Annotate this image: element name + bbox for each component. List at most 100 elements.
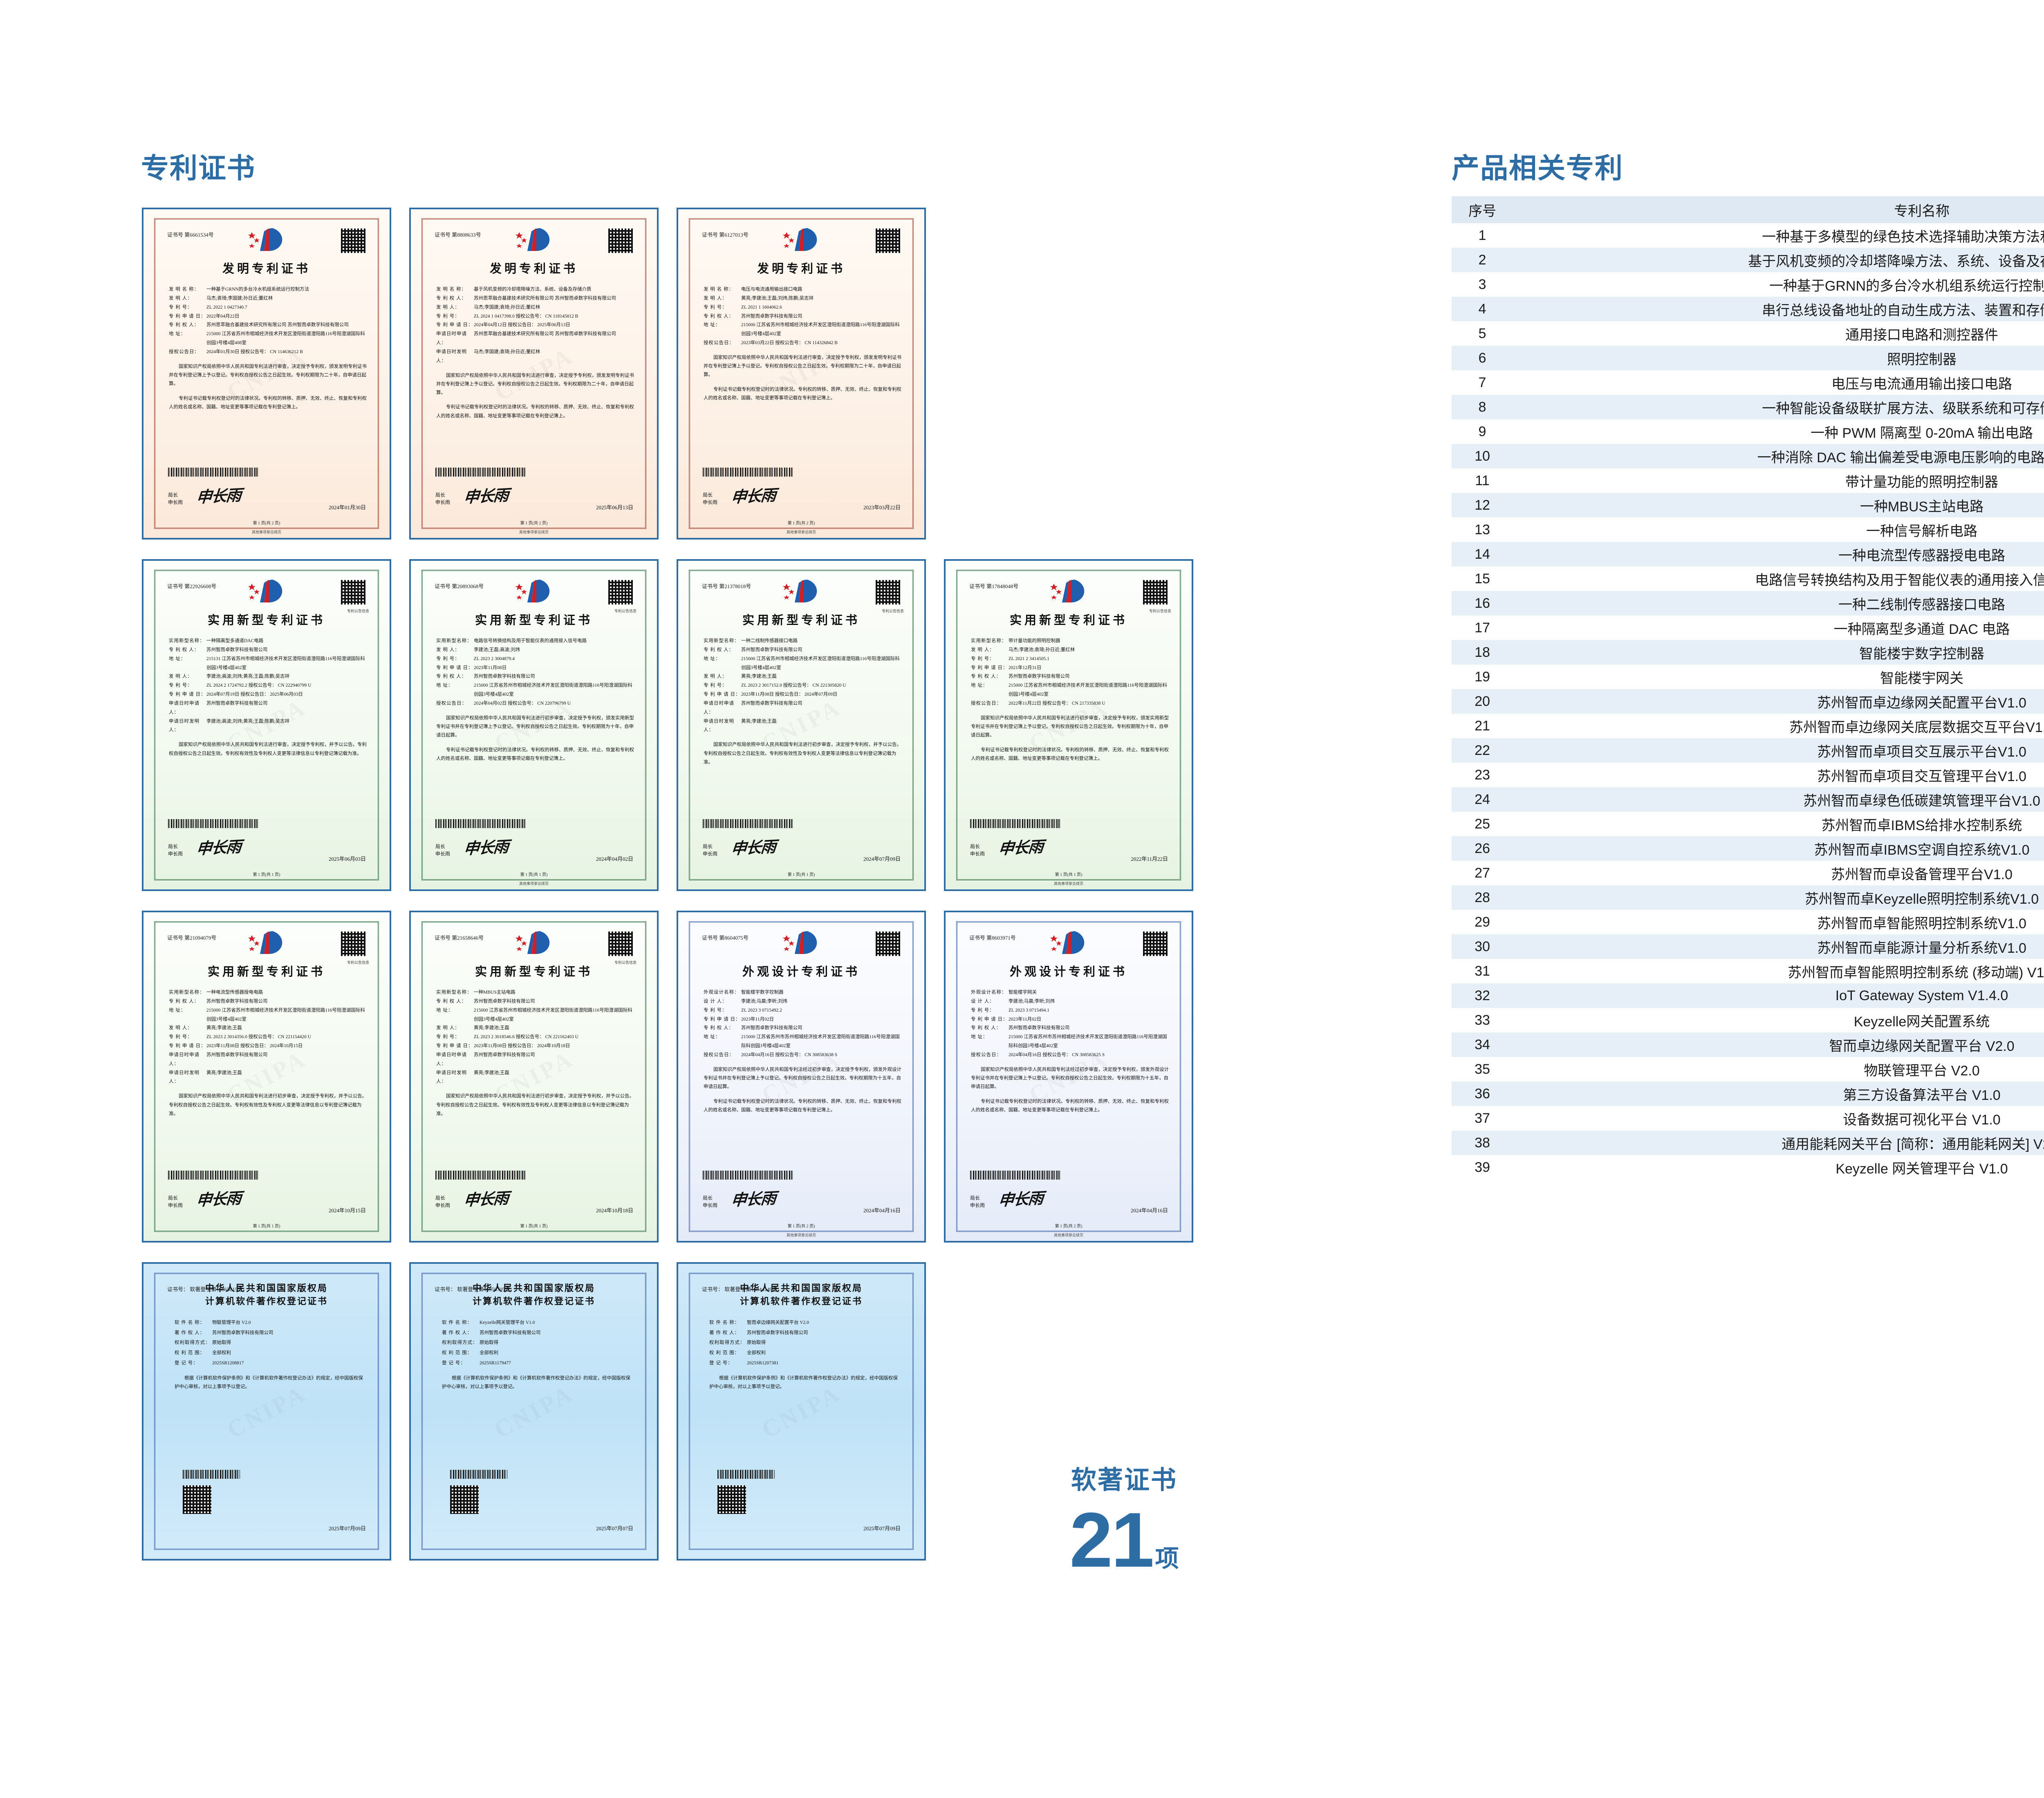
field-value: 苏州智而卓数字科技有限公司 (741, 313, 802, 319)
certificate-field: 外观设计名称： 智能楼宇网关 (971, 988, 1169, 997)
certificate-thumbnail[interactable]: CNIPA 证书号 第8603971号 外观设计专利证书 外观设计名称： 智能楼宇网关设… (944, 911, 1193, 1243)
certificate-thumbnail[interactable]: CNIPA 证书号 第6661534号 发明专利证书发 明 名 称： 一种基于GRNN… (142, 208, 391, 540)
certificate-paragraph: 国家知识产权局依照中华人民共和国专利法进行审查，决定授予专利权，颁发发明专利证书… (436, 373, 634, 396)
certificate-field: 登 记 号： 2025SR1207381 (709, 1358, 898, 1368)
signature-block: 局长 申长雨 申长雨 (970, 835, 1044, 858)
certificate-thumbnail[interactable]: CNIPA 证书号 第21658646号 专利公告信息 实用新型专利证书 实用新型名称：… (409, 911, 659, 1243)
certificate-body: 实用新型名称： 一种MBUS主站电路专 利 权 人： 苏州智而卓数字科技有限公司地 … (436, 988, 634, 1118)
patent-index: 36 (1475, 1086, 1490, 1102)
field-value: 李建池;马晨;李昕;刘炜 (741, 999, 788, 1004)
certificate-field: 专 利 号： ZL 2024 2 1724792.2 授权公告号： CN 2229… (169, 681, 367, 690)
issue-date: 2022年11月22日 (1131, 856, 1168, 862)
certificate-field: 发 明 名 称： 电压与电流通用输出接口电路 (704, 285, 901, 294)
patent-name: 物联管理平台 V2.0 (1864, 1063, 1980, 1079)
director-signature: 申长雨 (463, 838, 509, 858)
certificate-field: 发 明 人： 李建池;高波;刘炜;黄亮;王磊;陈鹏;吴志祥 (169, 672, 367, 681)
patent-index: 27 (1475, 865, 1490, 881)
certificate-thumbnail[interactable]: CNIPA 证书号： 软著登字第15844149号 中华人民共和国国家版权局 计算机软… (677, 1262, 926, 1561)
field-label: 发 明 名 称： (704, 287, 734, 292)
patent-index: 20 (1475, 693, 1490, 709)
field-value: 李建池;王磊;高波;刘炜 (474, 647, 520, 652)
certificate-thumbnail[interactable]: CNIPA 证书号： 软著登字第15865015号 中华人民共和国国家版权局 计算机软… (142, 1262, 391, 1561)
certificate-paragraph: 国家知识产权局依照中华人民共和国专利法进行初步审查，决定授予专利权，颁发实用新型… (436, 715, 634, 738)
certificate-title: 实用新型专利证书 (475, 614, 593, 627)
patent-name: IoT Gateway System V1.4.0 (1835, 987, 2008, 1003)
field-label: 专 利 申 请 日： (971, 1017, 1008, 1022)
qr-code-icon (340, 579, 367, 606)
certificate-field: 专 利 号： ZL 2023 2 3018546.6 授权公告号： CN 2211… (436, 1033, 634, 1042)
certificate-title: 发明专利证书 (489, 262, 578, 275)
cnipa-logo-icon (783, 580, 817, 602)
certificate-thumbnail[interactable]: CNIPA 证书号 第21094079号 专利公告信息 实用新型专利证书 实用新型名称：… (142, 911, 391, 1243)
field-value: 215000 江苏省苏州市苏州相城经济技术开发区澄阳街道澄阳路116号阳澄湖国际… (1009, 1034, 1167, 1049)
field-value: 智能楼宇网关 (1009, 990, 1037, 995)
barcode-icon (717, 1470, 775, 1479)
certificate-thumbnail[interactable]: CNIPA 证书号 第21378018号 专利公告信息 实用新型专利证书 实用新型名称：… (677, 559, 926, 891)
field-value: 苏州智而卓数字科技有限公司 (212, 1330, 273, 1335)
field-label: 申请日时发明人： (169, 719, 199, 733)
field-label: 软 件 名 称： (442, 1320, 473, 1325)
certificate-field: 设 计 人： 李建池;马晨;李昕;刘炜 (971, 997, 1169, 1006)
certificate-field: 地 址： 215000 江苏省苏州市苏州相城经济技术开发区澄阳街道澄阳路116号阳… (704, 1033, 901, 1051)
certificate-body: 实用新型名称： 带计量功能的照明控制器发 明 人： 马杰;李建池;袁琦;孙日近;董红… (971, 637, 1169, 763)
certificate-field: 申请日时发明人： 李建池;高波;刘炜;黄亮;王磊;陈鹏;吴志祥 (169, 717, 367, 735)
field-value: 马杰;李国建;袁琦;孙日近;董红林 (474, 305, 540, 310)
patent-name: 苏州智而卓边缘网关配置平台V1.0 (1817, 695, 2026, 711)
qr-code-icon (1142, 930, 1169, 957)
certificate-thumbnail[interactable]: CNIPA 证书号 第8604075号 外观设计专利证书 外观设计名称： 智能楼宇数字控… (677, 911, 926, 1243)
certificate-thumbnail[interactable]: CNIPA 证书号 第6127013号 发明专利证书发 明 名 称： 电压与电流通用输… (677, 208, 926, 540)
field-label: 专 利 权 人： (704, 647, 734, 652)
field-value: 黄亮;李建池;王磊 (474, 1026, 509, 1031)
certificate-thumbnail[interactable]: CNIPA 证书号 第20893068号 专利公告信息 实用新型专利证书 实用新型名称：… (409, 559, 659, 891)
field-label: 发 明 名 称： (169, 287, 199, 292)
certificate-field: 专 利 号： ZL 2023 2 3014356.0 授权公告号： CN 2211… (169, 1033, 367, 1042)
patent-index: 4 (1478, 301, 1486, 317)
certificate-thumbnail[interactable]: CNIPA 证书号 第17848048号 专利公告信息 实用新型专利证书 实用新型名称：… (944, 559, 1193, 891)
certificate-thumbnail[interactable]: CNIPA 证书号 第8808633号 发明专利证书发 明 名 称： 基于风机变频的冷… (409, 208, 659, 540)
patent-index: 24 (1475, 791, 1490, 807)
certificate-number: 证书号 第8604075号 (702, 935, 749, 941)
certificate-row: CNIPA 证书号 第6661534号 发明专利证书发 明 名 称： 一种基于GRNN… (142, 208, 1246, 540)
field-value: 黄亮;李建池;王磊;刘炜;陈鹏;吴志祥 (741, 296, 814, 301)
field-value: 黄亮;李建池;王磊 (206, 1070, 242, 1075)
field-label: 专 利 号： (169, 683, 193, 688)
certificate-inner-frame (421, 218, 646, 529)
certificate-number: 证书号 第8603971号 (969, 935, 1016, 941)
certificate-field: 地 址： 215000 江苏省苏州市相城经济技术开发区澄阳街道澄阳路116号阳澄湖… (169, 330, 367, 348)
field-value: 苏州智而卓数字科技有限公司 (206, 999, 268, 1004)
field-value: ZL 2023 3 0715492.2 (741, 1008, 782, 1013)
certificate-thumbnail[interactable]: CNIPA 证书号 第22926608号 专利公告信息 实用新型专利证书 实用新型名称：… (142, 559, 391, 891)
patent-index: 2 (1478, 252, 1486, 268)
field-label: 专 利 申 请 日： (436, 1043, 473, 1049)
patent-name: 苏州智而卓Keyzelle照明控制系统V1.0 (1804, 891, 2039, 907)
field-label: 专 利 权 人： (436, 296, 467, 301)
barcode-icon (435, 819, 525, 828)
signature-block: 局长 申长雨 申长雨 (703, 835, 776, 858)
qr-code-label: 专利公告信息 (881, 609, 904, 613)
field-label: 专 利 权 人： (436, 999, 467, 1004)
field-label: 权 利 范 围： (442, 1350, 473, 1356)
signature-label: 局长 申长雨 (703, 492, 718, 505)
certificate-number: 证书号 第8808633号 (435, 232, 481, 238)
certificate-row: CNIPA 证书号 第21094079号 专利公告信息 实用新型专利证书 实用新型名称：… (142, 911, 1246, 1243)
certificate-inner-frame (421, 1273, 646, 1550)
certificate-title: 发明专利证书 (757, 262, 845, 275)
qr-code-icon (1142, 579, 1169, 606)
field-label: 申请日时发明人： (436, 1070, 467, 1084)
patent-name: 苏州智而卓边缘网关底层数据交互平台V1.0 (1789, 719, 2044, 735)
certificate-thumbnail[interactable]: CNIPA 证书号： 软著登字第15950705号 中华人民共和国国家版权局 计算机软… (409, 1262, 659, 1561)
patent-name: 智能楼宇数字控制器 (1859, 646, 1984, 662)
field-value: 苏州智而卓数字科技有限公司 (474, 1052, 535, 1057)
field-value: 黄亮;李建池;王磊 (741, 719, 777, 724)
certificate-page-footer: 第 1 页(共 1 页) (520, 1224, 548, 1229)
field-value: 马杰;李建池;袁琦;孙日近;董红林 (1009, 647, 1075, 652)
field-label: 实用新型名称： (436, 990, 472, 995)
issue-date: 2023年03月22日 (863, 504, 901, 511)
field-value: 全部权利 (212, 1350, 231, 1356)
certificate-field: 专 利 权 人： 苏州智而卓数字科技有限公司 (704, 1024, 901, 1033)
certificate-field: 实用新型名称： 一种隔离型多通道DAC电路 (169, 637, 367, 646)
patent-name: 一种二线制传感器接口电路 (1838, 597, 2005, 613)
certificate-field: 专 利 申 请 日： 2023年11月02日 (704, 1015, 901, 1024)
